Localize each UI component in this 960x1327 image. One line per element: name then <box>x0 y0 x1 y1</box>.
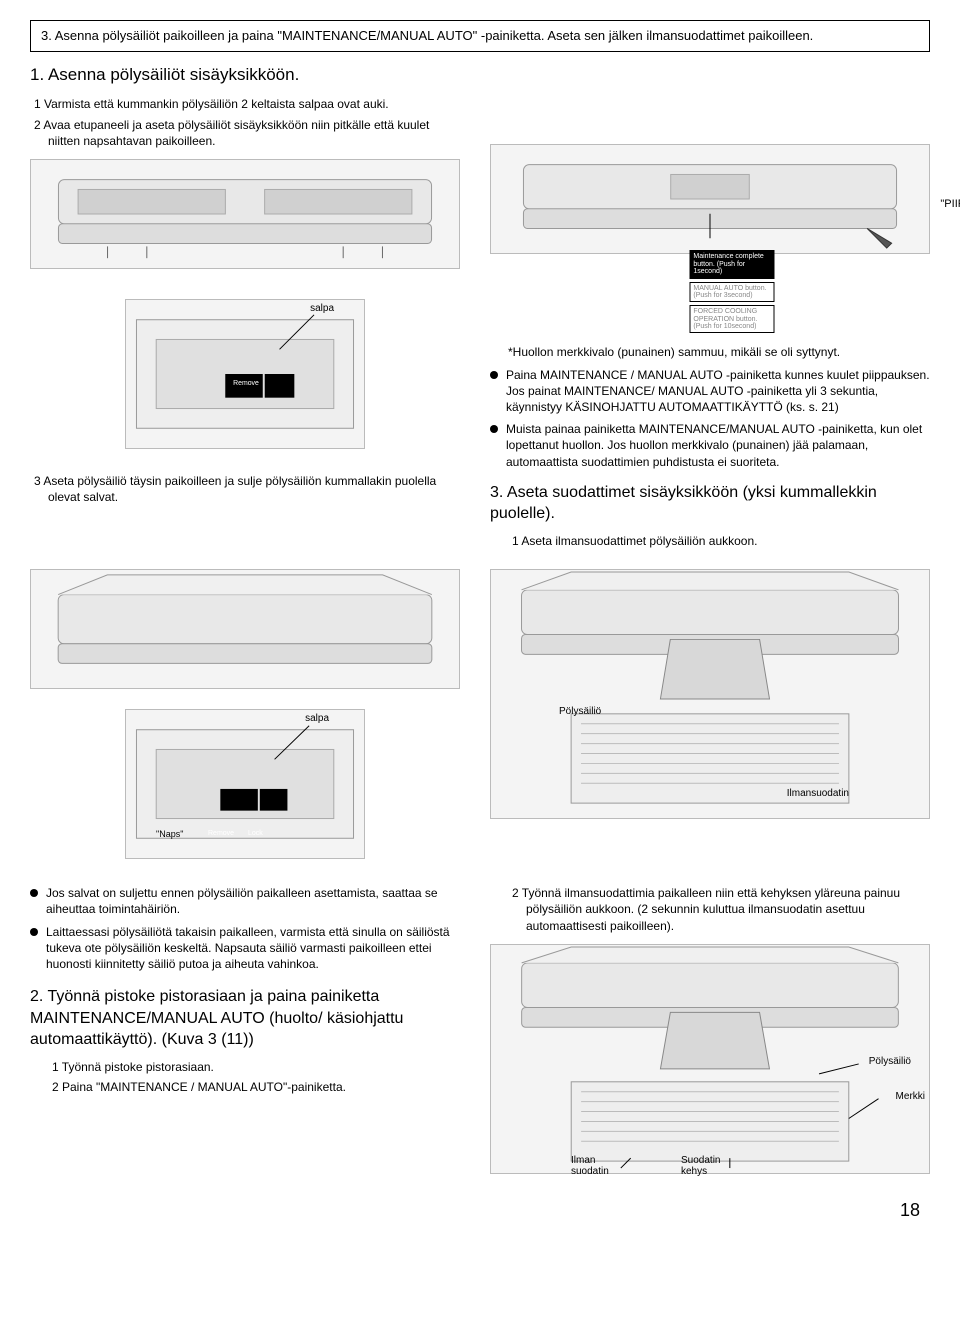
step1-item1: 1 Varmista että kummankin pölysäiliön 2 … <box>30 96 460 112</box>
polysailio-label-2: Pölysäiliö <box>869 1055 911 1069</box>
step1-item3: 3 Aseta pölysäiliö täysin paikoilleen ja… <box>30 473 460 505</box>
salpa-label-1: salpa <box>310 302 334 316</box>
bullet-r1: Paina MAINTENANCE / MANUAL AUTO -painike… <box>490 367 930 416</box>
diagram-latch-detail-1: Remove Lock salpa <box>125 299 365 449</box>
ilman-suodatin-label: Ilman suodatin <box>571 1155 621 1177</box>
filter-insert-icon <box>491 570 929 818</box>
unit-open-icon <box>31 570 459 688</box>
suodatin-kehys-label: Suodatin kehys <box>681 1155 736 1177</box>
step1-item2: 2 Avaa etupaneeli ja aseta pölysäiliöt s… <box>30 117 460 149</box>
diagram-indoor-unit-right: Maintenance complete button. (Push for 1… <box>490 144 930 254</box>
left-column: 1 Varmista että kummankin pölysäiliön 2 … <box>30 96 460 553</box>
right-note: *Huollon merkkivalo (punainen) sammuu, m… <box>508 344 930 360</box>
bullet-icon <box>30 928 38 936</box>
naps-label: "Naps" <box>156 828 183 840</box>
lock-label: Lock <box>248 829 263 838</box>
bullet-l1: Jos salvat on suljettu ennen pölysäiliön… <box>30 885 460 917</box>
page-number: 18 <box>30 1198 930 1222</box>
bullet-l2-text: Laittaessasi pölysäiliötä takaisin paika… <box>46 924 460 973</box>
step2-heading: 2. Työnnä pistoke pistorasiaan ja paina … <box>30 986 460 1051</box>
latch-detail-icon: Remove Lock <box>126 300 364 448</box>
bullet-r2: Muista painaa painiketta MAINTENANCE/MAN… <box>490 421 930 470</box>
piip-label: "PIIP" <box>940 197 960 212</box>
top-instruction-box: 3. Asenna pölysäiliöt paikoilleen ja pai… <box>30 20 930 52</box>
bullet-icon <box>30 889 38 897</box>
merkki-label: Merkki <box>896 1090 925 1104</box>
step2-item2: 2 Paina "MAINTENANCE / MANUAL AUTO"-pain… <box>48 1079 460 1095</box>
diagram-unit-filter-insert: Pölysäiliö Ilmansuodatin <box>490 569 930 819</box>
bullet-l2: Laittaessasi pölysäiliötä takaisin paika… <box>30 924 460 973</box>
remove-label: Remove <box>208 829 234 838</box>
salpa-label-2: salpa <box>305 712 329 726</box>
diagram-unit-filter-frame: Pölysäiliö Merkki Ilman suodatin Suodati… <box>490 944 930 1174</box>
indoor-unit-icon <box>31 160 459 268</box>
button-label-manual: MANUAL AUTO button. (Push for 3second) <box>689 282 774 303</box>
bullet-r2-text: Muista painaa painiketta MAINTENANCE/MAN… <box>506 421 930 470</box>
svg-text:Remove: Remove <box>233 380 259 387</box>
diagram-latch-detail-2: salpa "Naps" Remove Lock <box>125 709 365 859</box>
step3-item1: 1 Aseta ilmansuodattimet pölysäiliön auk… <box>508 533 930 549</box>
button-label-maintenance: Maintenance complete button. (Push for 1… <box>689 250 774 278</box>
step3-heading: 3. Aseta suodattimet sisäyksikköön (yksi… <box>490 482 930 525</box>
bullet-icon <box>490 425 498 433</box>
ilmansuodatin-label: Ilmansuodatin <box>787 787 849 801</box>
step2-item1: 1 Työnnä pistoke pistorasiaan. <box>48 1059 460 1075</box>
bullet-r1-text: Paina MAINTENANCE / MANUAL AUTO -painike… <box>506 367 930 416</box>
right-column: Maintenance complete button. (Push for 1… <box>490 96 930 553</box>
diagram-unit-open <box>30 569 460 689</box>
button-label-forced: FORCED COOLING OPERATION button. (Push f… <box>689 305 774 333</box>
bullet-l1-text: Jos salvat on suljettu ennen pölysäiliön… <box>46 885 460 917</box>
indoor-unit-icon-2 <box>491 145 929 253</box>
top-instruction-text: 3. Asenna pölysäiliöt paikoilleen ja pai… <box>41 28 813 43</box>
polysailio-label-1: Pölysäiliö <box>559 705 601 719</box>
step1-heading: 1. Asenna pölysäiliöt sisäyksikköön. <box>30 64 930 87</box>
bullet-icon <box>490 371 498 379</box>
filter-frame-icon <box>491 945 929 1173</box>
diagram-indoor-unit-left <box>30 159 460 269</box>
step3-item2: 2 Työnnä ilmansuodattimia paikalleen nii… <box>508 885 930 934</box>
